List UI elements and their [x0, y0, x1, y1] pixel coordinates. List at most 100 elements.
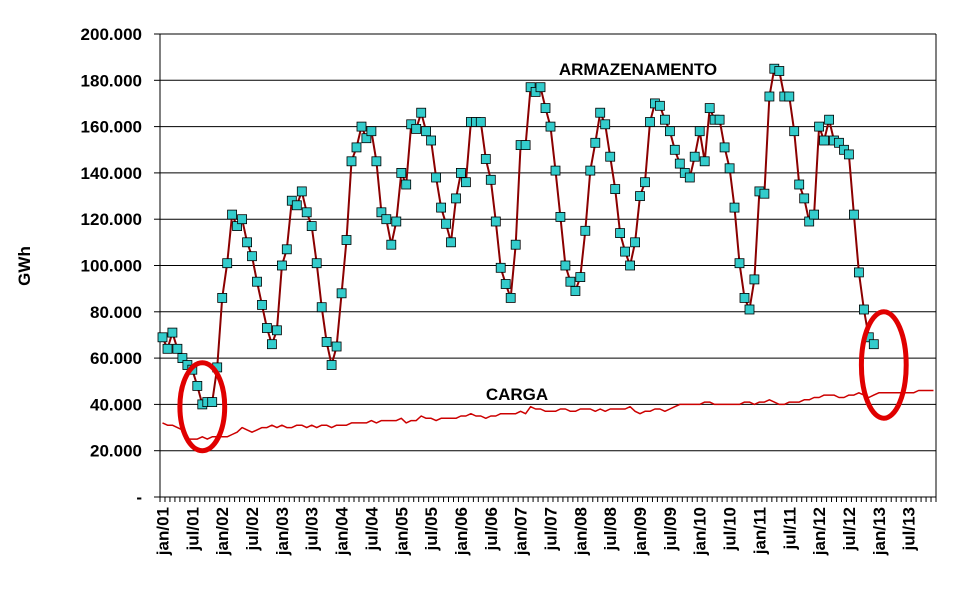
- data-point: [535, 82, 546, 93]
- x-tick-label: jan/07: [512, 507, 531, 556]
- data-point: [704, 103, 715, 113]
- data-point: [431, 172, 442, 183]
- data-point: [222, 258, 233, 269]
- data-point: [510, 239, 521, 250]
- data-point: [356, 121, 367, 132]
- series-label-carga: CARGA: [486, 385, 548, 404]
- data-point: [645, 117, 655, 127]
- data-point: [386, 239, 397, 250]
- data-point: [271, 325, 282, 336]
- x-tick-labels: jan/01 jul/01 jan/02 jul/02 jan/03 jul/03 jan/…: [154, 506, 919, 556]
- x-tick-label: jan/02: [213, 507, 232, 556]
- data-point: [714, 114, 725, 125]
- y-tick-label: 200.000: [81, 25, 142, 44]
- data-point: [252, 276, 262, 287]
- x-tick-label: jan/06: [452, 507, 471, 556]
- x-tick-label: jan/10: [691, 507, 710, 556]
- x-tick-label: jan/09: [631, 507, 650, 556]
- x-tick-label: jul/12: [840, 507, 859, 551]
- data-point: [436, 202, 447, 213]
- data-point: [540, 103, 551, 113]
- data-point: [247, 251, 257, 262]
- data-point: [570, 286, 581, 296]
- data-point: [759, 188, 770, 199]
- data-point: [520, 140, 531, 151]
- data-point: [281, 244, 292, 255]
- x-tick-label: jan/08: [571, 507, 590, 556]
- data-point: [446, 237, 456, 248]
- data-point: [560, 260, 571, 271]
- data-point: [217, 292, 228, 303]
- y-tick-label: -: [136, 488, 142, 507]
- data-point: [162, 343, 173, 354]
- data-point: [595, 107, 606, 118]
- data-point: [689, 151, 700, 162]
- data-point: [172, 343, 183, 354]
- data-point: [849, 209, 859, 220]
- data-point: [655, 100, 665, 111]
- data-point: [585, 165, 596, 176]
- data-point: [366, 126, 377, 137]
- data-point: [401, 179, 412, 190]
- y-tick-label: 60.000: [90, 349, 142, 368]
- data-point: [784, 91, 795, 102]
- data-point: [694, 126, 705, 137]
- highlight-circles: [177, 309, 909, 454]
- series-line-carga: [162, 389, 934, 440]
- data-point: [351, 142, 362, 153]
- data-point: [331, 341, 342, 352]
- data-point: [495, 262, 506, 273]
- data-point: [799, 193, 810, 204]
- data-point: [674, 158, 685, 169]
- data-point: [590, 137, 601, 148]
- data-point: [565, 276, 576, 287]
- y-tick-label: 20.000: [90, 442, 142, 461]
- data-point: [475, 117, 486, 127]
- data-point: [416, 107, 427, 118]
- data-point: [660, 114, 670, 125]
- data-point: [167, 327, 178, 338]
- data-point: [739, 292, 750, 303]
- x-tick-label: jul/01: [183, 507, 202, 551]
- y-tick-label: 40.000: [90, 395, 142, 414]
- data-point: [177, 353, 188, 364]
- x-tick-label: jul/05: [422, 507, 441, 551]
- data-point: [734, 258, 745, 269]
- x-tick-label: jan/13: [870, 507, 889, 556]
- data-point: [699, 156, 710, 167]
- data-point: [814, 121, 824, 132]
- data-point: [859, 304, 869, 315]
- data-point: [794, 179, 805, 190]
- data-point: [819, 135, 829, 146]
- data-point: [744, 304, 755, 315]
- data-point: [844, 149, 854, 160]
- data-point: [346, 156, 357, 167]
- data-point: [227, 209, 238, 220]
- data-point: [669, 144, 680, 155]
- data-point: [455, 167, 466, 178]
- data-point: [620, 246, 630, 257]
- data-point: [336, 288, 347, 299]
- data-point: [311, 258, 322, 269]
- data-point: [868, 339, 879, 350]
- data-point: [640, 177, 650, 188]
- x-tick-label: jan/01: [154, 507, 173, 556]
- data-point: [550, 165, 561, 176]
- data-point: [316, 302, 327, 313]
- x-tick-label: jul/10: [721, 507, 740, 551]
- data-point: [381, 214, 392, 225]
- x-tick-label: jan/03: [273, 507, 292, 556]
- x-tick-label: jan/11: [750, 507, 769, 555]
- data-point: [371, 156, 382, 167]
- x-tick-label: jul/09: [661, 507, 680, 551]
- data-point: [774, 66, 785, 76]
- data-point: [411, 124, 422, 134]
- x-tick-label: jul/11: [780, 507, 799, 551]
- data-point: [207, 397, 218, 408]
- data-point: [257, 299, 267, 310]
- highlight-ellipse: [858, 309, 909, 421]
- data-point: [157, 332, 168, 343]
- data-point: [684, 172, 695, 183]
- y-tick-label: 120.000: [81, 210, 142, 229]
- data-point: [361, 133, 372, 144]
